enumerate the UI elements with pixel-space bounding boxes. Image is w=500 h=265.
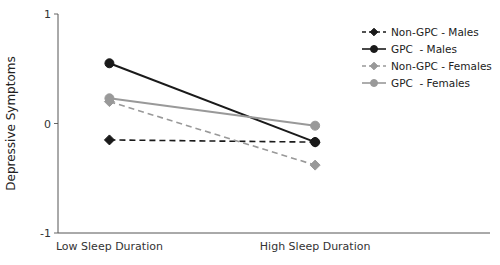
point xyxy=(310,160,320,170)
line xyxy=(109,63,315,142)
y-axis-line xyxy=(58,14,59,233)
x-tick-label: High Sleep Duration xyxy=(260,240,371,253)
series xyxy=(104,135,320,147)
point xyxy=(310,137,320,147)
legend-marker xyxy=(371,46,378,53)
y-axis-label: Depressive Symptoms xyxy=(4,56,18,190)
legend-marker xyxy=(370,28,378,36)
point xyxy=(105,59,114,68)
y-tick xyxy=(54,233,58,234)
x-tick-label: Low Sleep Duration xyxy=(56,240,163,253)
legend-label: GPC - Males xyxy=(391,43,457,55)
legend-marker xyxy=(371,80,378,87)
y-tick-label: 1 xyxy=(44,8,51,21)
legend-marker xyxy=(370,62,378,70)
chart: -1 0 1 Low Sleep Duration High Sleep Duratio… xyxy=(0,0,500,265)
series xyxy=(105,59,320,147)
y-tick xyxy=(54,14,58,15)
legend-label: Non-GPC - Males xyxy=(391,26,479,38)
point xyxy=(311,138,320,147)
point xyxy=(104,135,114,145)
x-axis-line xyxy=(58,233,490,234)
y-tick-label: 0 xyxy=(44,118,51,131)
axes: -1 0 1 Low Sleep Duration High Sleep Duratio… xyxy=(40,8,490,253)
series xyxy=(104,97,320,171)
y-tick-label: -1 xyxy=(40,227,51,240)
line xyxy=(109,98,315,125)
point xyxy=(105,94,114,103)
legend-label: GPC - Females xyxy=(391,77,470,89)
plot-area xyxy=(104,59,320,170)
legend-label: Non-GPC - Females xyxy=(391,60,492,72)
series xyxy=(105,94,320,130)
point xyxy=(311,121,320,130)
line xyxy=(109,140,315,142)
legend: Non-GPC - Males GPC - Males Non-GPC - Fema… xyxy=(362,26,492,89)
y-tick xyxy=(54,123,58,124)
